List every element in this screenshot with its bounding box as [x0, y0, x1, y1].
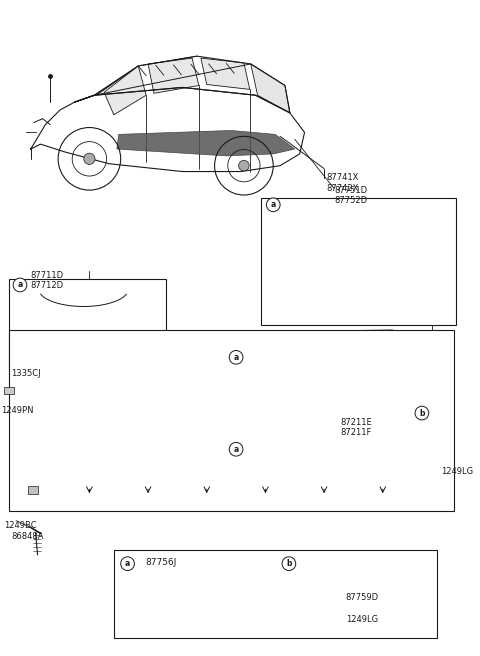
Text: 87752D: 87752D: [334, 196, 367, 205]
Polygon shape: [42, 330, 432, 369]
Text: a: a: [125, 559, 130, 568]
Text: 87759D: 87759D: [346, 593, 379, 602]
Text: 1249LG: 1249LG: [346, 615, 378, 623]
Polygon shape: [26, 340, 432, 418]
Polygon shape: [104, 66, 146, 115]
Text: 1249BC: 1249BC: [4, 521, 37, 529]
Polygon shape: [302, 587, 326, 607]
Text: b: b: [419, 409, 425, 418]
Polygon shape: [280, 232, 440, 325]
Polygon shape: [26, 388, 433, 462]
Bar: [114, 550, 436, 638]
Bar: [261, 198, 456, 325]
Circle shape: [13, 278, 27, 292]
Bar: [9, 330, 454, 511]
Text: a: a: [17, 281, 23, 289]
Polygon shape: [26, 335, 55, 388]
Polygon shape: [117, 131, 295, 156]
Polygon shape: [29, 286, 138, 374]
Text: a: a: [271, 200, 276, 209]
Circle shape: [282, 557, 296, 571]
Bar: [4, 386, 14, 394]
Polygon shape: [410, 413, 442, 452]
Text: 1335CJ: 1335CJ: [11, 369, 41, 378]
Bar: [9, 279, 166, 377]
Polygon shape: [148, 58, 199, 93]
Polygon shape: [166, 603, 189, 628]
Circle shape: [239, 160, 249, 171]
Text: 87741X: 87741X: [326, 173, 359, 182]
Text: 87211F: 87211F: [341, 428, 372, 437]
Circle shape: [84, 154, 95, 165]
Polygon shape: [166, 603, 180, 628]
Circle shape: [120, 557, 134, 571]
Text: 87211E: 87211E: [341, 418, 372, 427]
Polygon shape: [280, 213, 440, 316]
Polygon shape: [422, 352, 436, 408]
Text: 87712D: 87712D: [31, 281, 64, 290]
Text: 87711D: 87711D: [31, 272, 64, 280]
Text: 87742X: 87742X: [326, 184, 359, 194]
Circle shape: [415, 406, 429, 420]
Circle shape: [266, 198, 280, 212]
Text: a: a: [233, 353, 239, 362]
Text: 86848A: 86848A: [11, 533, 44, 541]
Text: 87756J: 87756J: [145, 558, 177, 567]
Text: b: b: [286, 559, 292, 568]
Circle shape: [229, 350, 243, 364]
Polygon shape: [16, 416, 50, 486]
Polygon shape: [201, 58, 250, 89]
Text: 87751D: 87751D: [334, 186, 367, 195]
Circle shape: [229, 442, 243, 456]
Polygon shape: [75, 66, 138, 102]
Polygon shape: [251, 64, 290, 113]
Text: 1249PN: 1249PN: [1, 406, 34, 415]
Text: 1249LG: 1249LG: [442, 467, 474, 476]
Text: a: a: [233, 445, 239, 454]
Bar: [28, 486, 37, 494]
